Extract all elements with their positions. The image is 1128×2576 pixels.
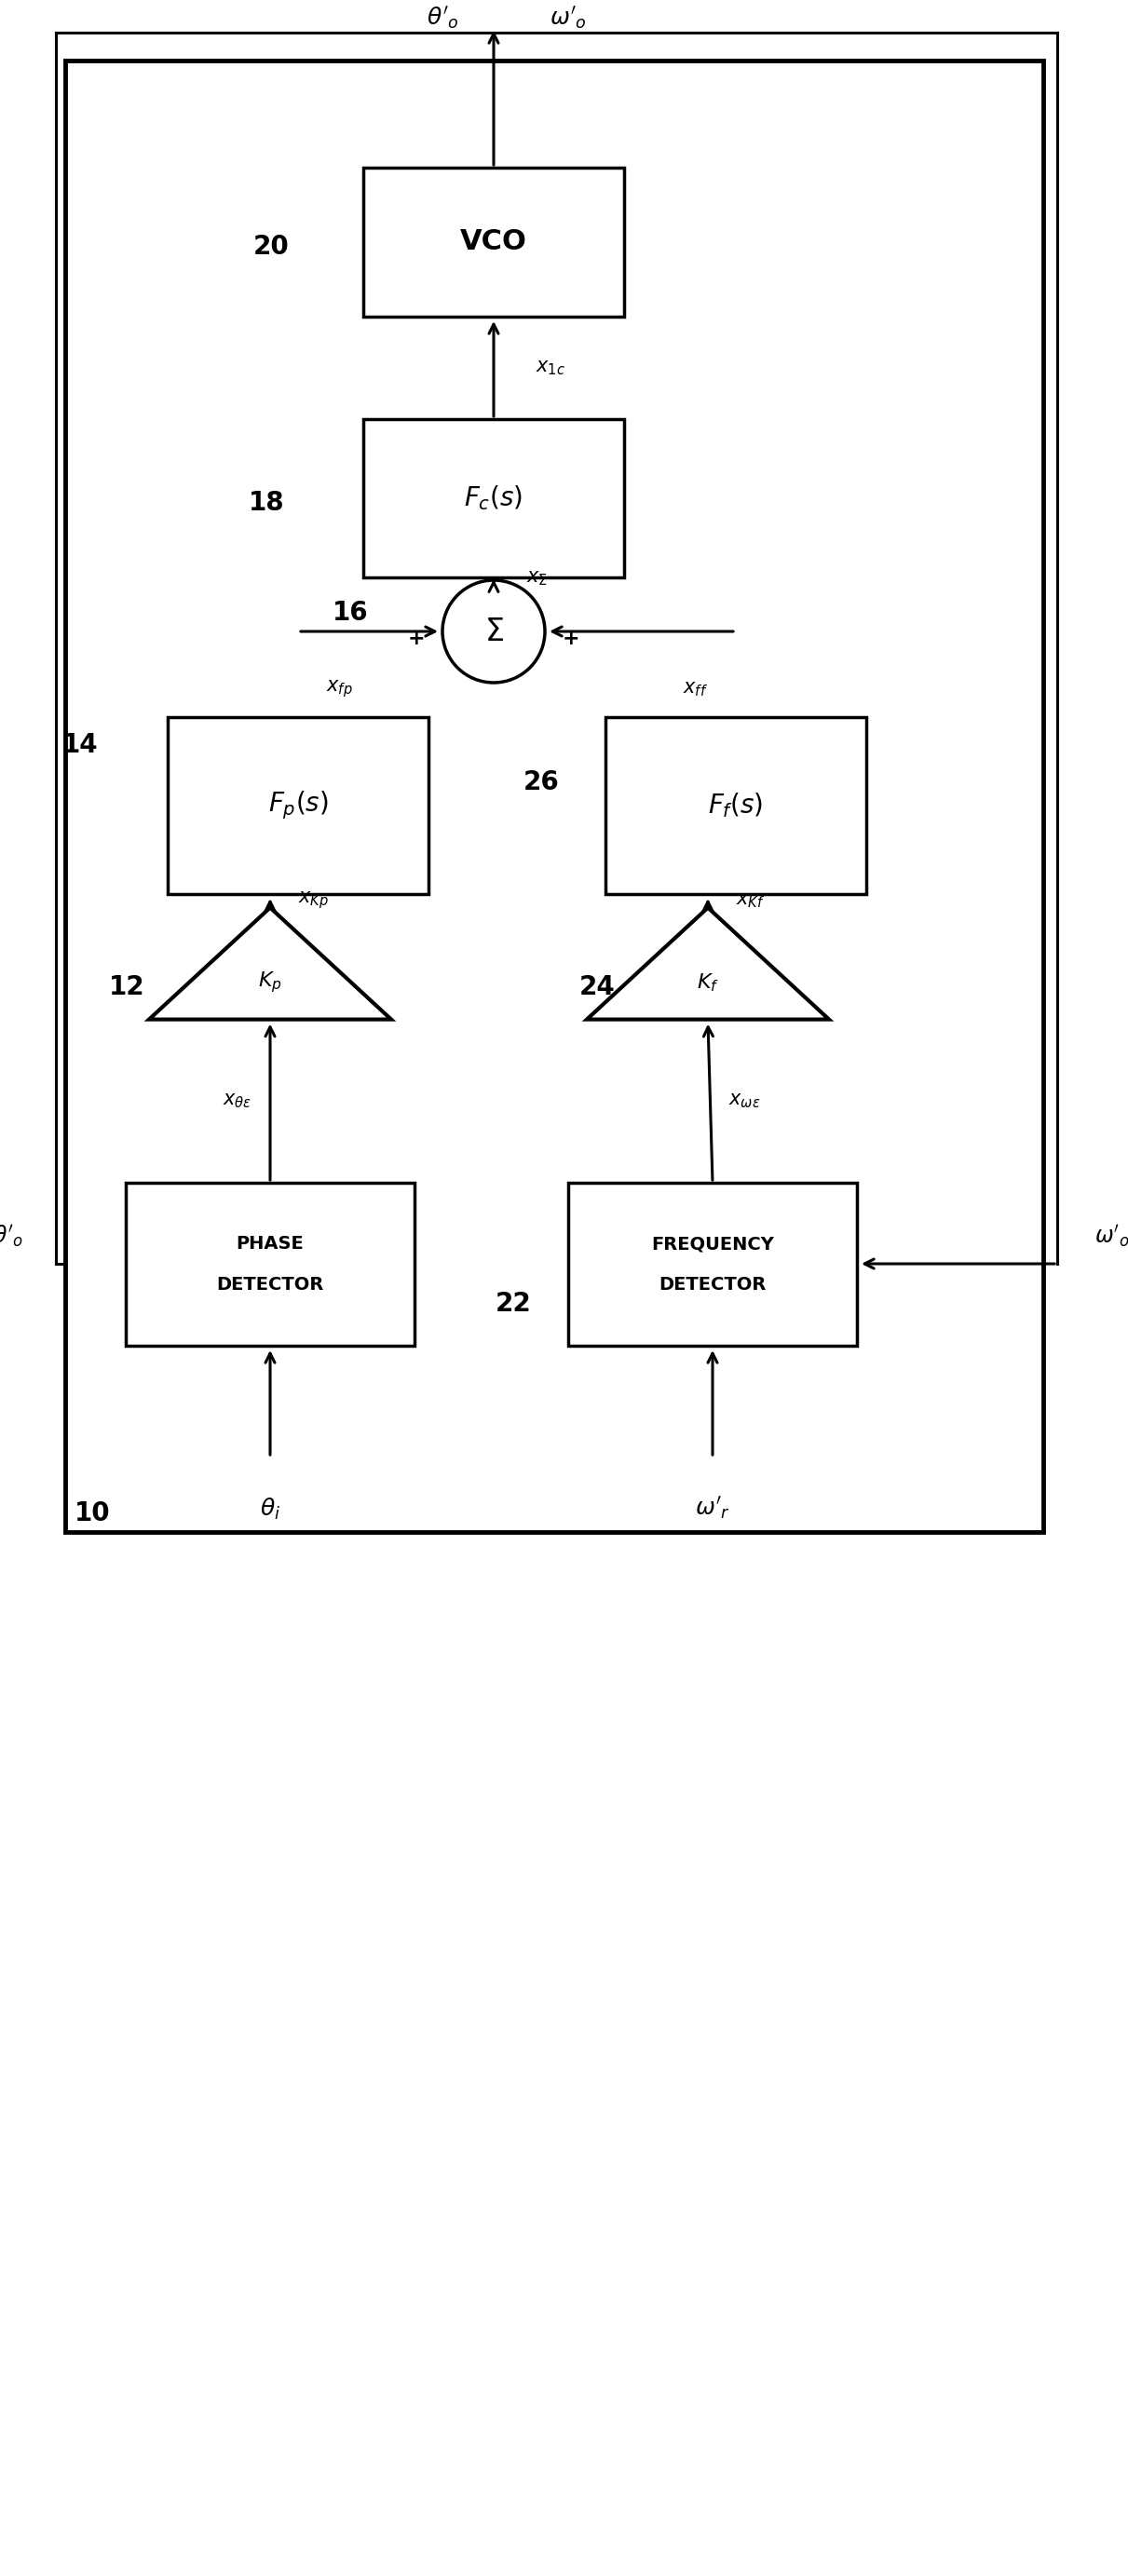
Text: DETECTOR: DETECTOR xyxy=(659,1275,766,1293)
Text: $\theta'_o$: $\theta'_o$ xyxy=(0,1224,24,1249)
Text: 18: 18 xyxy=(248,489,284,515)
Bar xyxy=(125,1182,414,1345)
Text: $x_{ff}$: $x_{ff}$ xyxy=(682,680,708,698)
Text: 10: 10 xyxy=(74,1499,111,1528)
Text: $x_\Sigma$: $x_\Sigma$ xyxy=(527,569,548,587)
Text: 26: 26 xyxy=(522,770,558,796)
Text: +: + xyxy=(407,629,425,649)
Text: $K_p$: $K_p$ xyxy=(258,971,282,994)
Text: VCO: VCO xyxy=(460,229,527,255)
Text: PHASE: PHASE xyxy=(236,1234,305,1252)
Circle shape xyxy=(442,580,545,683)
Text: $F_c(s)$: $F_c(s)$ xyxy=(465,484,523,513)
Polygon shape xyxy=(587,907,829,1020)
Text: $x_{1c}$: $x_{1c}$ xyxy=(536,358,565,376)
Text: $\omega'_r$: $\omega'_r$ xyxy=(695,1497,730,1522)
Text: 14: 14 xyxy=(62,732,98,757)
Text: $K_f$: $K_f$ xyxy=(697,971,719,994)
Text: 16: 16 xyxy=(332,600,368,626)
Text: $F_f(s)$: $F_f(s)$ xyxy=(708,791,764,819)
Bar xyxy=(65,59,1043,1533)
Text: $x_{fp}$: $x_{fp}$ xyxy=(326,677,353,701)
Bar xyxy=(569,1182,857,1345)
Text: $\Sigma$: $\Sigma$ xyxy=(484,616,503,647)
Text: 22: 22 xyxy=(495,1291,531,1316)
Text: $x_{Kf}$: $x_{Kf}$ xyxy=(735,891,765,909)
Bar xyxy=(168,716,429,894)
Polygon shape xyxy=(149,907,391,1020)
Text: $\theta'_o$: $\theta'_o$ xyxy=(426,5,459,31)
Bar xyxy=(363,420,624,577)
Text: 20: 20 xyxy=(253,234,289,260)
Text: DETECTOR: DETECTOR xyxy=(217,1275,324,1293)
Text: $\theta_i$: $\theta_i$ xyxy=(259,1497,281,1522)
Text: FREQUENCY: FREQUENCY xyxy=(651,1234,774,1252)
Text: $x_{Kp}$: $x_{Kp}$ xyxy=(298,889,329,912)
Bar xyxy=(606,716,866,894)
Text: +: + xyxy=(563,629,580,649)
Bar xyxy=(363,167,624,317)
Text: $\omega'_o$: $\omega'_o$ xyxy=(1094,1224,1128,1249)
Text: 12: 12 xyxy=(108,974,144,999)
Text: $x_{\theta\varepsilon}$: $x_{\theta\varepsilon}$ xyxy=(222,1092,252,1110)
Text: $x_{\omega\varepsilon}$: $x_{\omega\varepsilon}$ xyxy=(729,1092,760,1110)
Text: 24: 24 xyxy=(579,974,615,999)
Text: $F_p(s)$: $F_p(s)$ xyxy=(268,788,328,822)
Text: $\omega'_o$: $\omega'_o$ xyxy=(549,5,587,31)
